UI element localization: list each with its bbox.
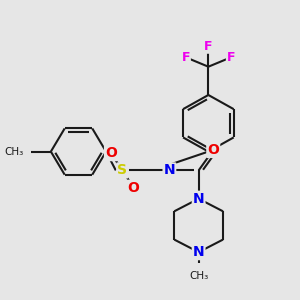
Text: O: O: [105, 146, 117, 160]
Text: N: N: [193, 245, 204, 259]
Text: S: S: [117, 164, 127, 177]
Text: N: N: [164, 164, 175, 177]
Text: O: O: [207, 143, 219, 157]
Text: F: F: [227, 51, 236, 64]
Text: CH₃: CH₃: [4, 147, 23, 157]
Text: F: F: [204, 40, 213, 53]
Text: O: O: [128, 181, 140, 195]
Text: CH₃: CH₃: [189, 271, 208, 281]
Text: N: N: [193, 192, 204, 206]
Text: F: F: [182, 51, 190, 64]
